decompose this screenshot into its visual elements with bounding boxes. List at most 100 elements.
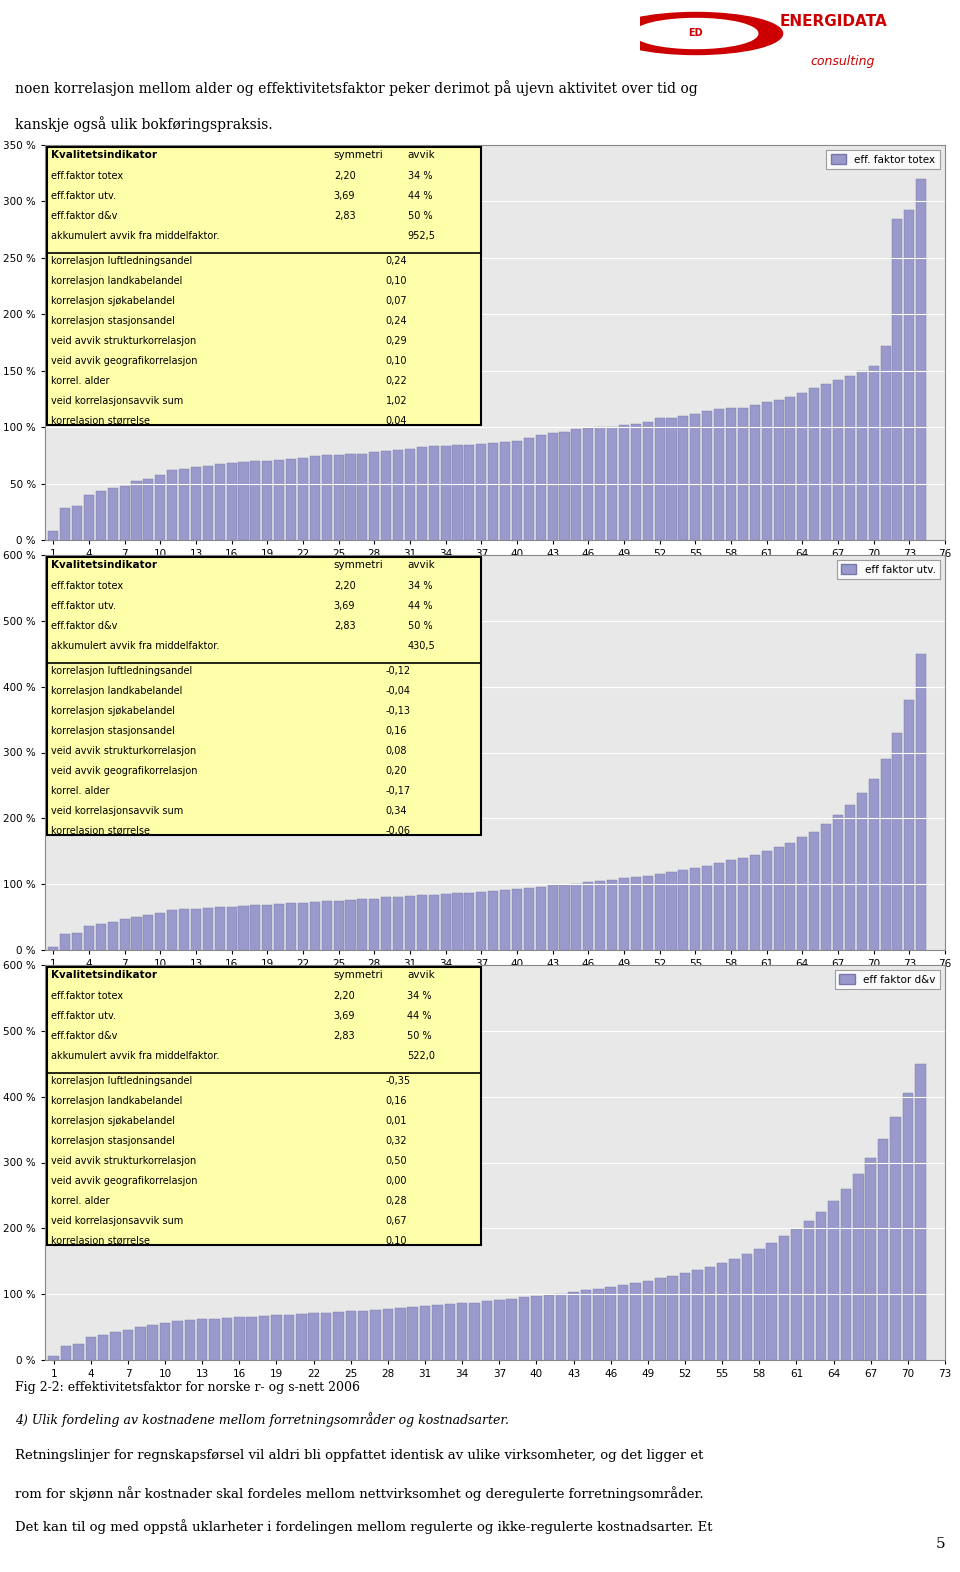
Bar bbox=[298, 457, 308, 541]
Text: veid korrelasjonsavvik sum: veid korrelasjonsavvik sum bbox=[51, 396, 183, 406]
Bar bbox=[135, 1327, 146, 1360]
Bar bbox=[259, 1316, 270, 1360]
Bar bbox=[500, 442, 510, 541]
Bar bbox=[869, 778, 878, 949]
Bar bbox=[543, 1295, 554, 1360]
Bar bbox=[132, 916, 141, 949]
Bar bbox=[833, 380, 843, 541]
Bar bbox=[821, 824, 831, 949]
Bar bbox=[465, 893, 474, 949]
Text: avvik: avvik bbox=[407, 970, 435, 979]
Bar bbox=[73, 1344, 84, 1360]
Text: eff.faktor d&v: eff.faktor d&v bbox=[51, 211, 117, 220]
Text: Det kan til og med oppstå uklarheter i fordelingen mellom regulerte og ikke-regu: Det kan til og med oppstå uklarheter i f… bbox=[15, 1519, 712, 1534]
Bar bbox=[904, 700, 914, 949]
Bar bbox=[203, 909, 213, 949]
Bar bbox=[60, 508, 70, 541]
Bar bbox=[108, 487, 118, 541]
Text: eff.faktor d&v: eff.faktor d&v bbox=[51, 1031, 117, 1041]
Bar bbox=[247, 1316, 257, 1360]
Bar bbox=[444, 1305, 455, 1360]
Bar bbox=[714, 863, 724, 949]
Bar bbox=[441, 446, 450, 541]
Bar bbox=[915, 1064, 925, 1360]
Text: kanskje også ulik bokføringspraksis.: kanskje også ulik bokføringspraksis. bbox=[15, 116, 273, 132]
Bar bbox=[500, 890, 510, 949]
Bar bbox=[227, 907, 237, 949]
Bar bbox=[222, 1317, 232, 1360]
Bar bbox=[238, 462, 249, 541]
Bar bbox=[904, 211, 914, 541]
Bar bbox=[518, 1297, 529, 1360]
Text: 3,69: 3,69 bbox=[333, 1011, 355, 1020]
Bar bbox=[774, 399, 783, 541]
Text: 34 %: 34 % bbox=[408, 580, 432, 591]
Bar bbox=[371, 1309, 381, 1360]
Bar bbox=[272, 1316, 282, 1360]
Bar bbox=[556, 1294, 566, 1360]
Bar bbox=[489, 443, 498, 541]
Text: 0,32: 0,32 bbox=[386, 1137, 407, 1146]
Bar bbox=[72, 506, 83, 541]
Bar bbox=[512, 890, 522, 949]
Bar bbox=[730, 1259, 740, 1360]
Bar bbox=[156, 475, 165, 541]
Bar bbox=[452, 893, 463, 949]
Bar bbox=[738, 409, 748, 541]
Text: 0,00: 0,00 bbox=[386, 1176, 407, 1185]
Bar bbox=[714, 409, 724, 541]
Text: 0,10: 0,10 bbox=[386, 1236, 407, 1245]
Bar bbox=[441, 894, 450, 949]
Bar bbox=[322, 456, 332, 541]
Bar bbox=[809, 832, 819, 949]
Bar bbox=[536, 435, 546, 541]
Bar bbox=[429, 446, 439, 541]
Bar bbox=[395, 1308, 405, 1360]
Bar bbox=[346, 454, 355, 541]
FancyBboxPatch shape bbox=[47, 556, 481, 835]
Bar bbox=[785, 396, 796, 541]
Text: 2,83: 2,83 bbox=[334, 211, 355, 220]
Bar bbox=[821, 384, 831, 541]
Bar bbox=[167, 470, 178, 541]
Text: veid avvik geografikorrelasjon: veid avvik geografikorrelasjon bbox=[51, 1176, 198, 1185]
Bar bbox=[568, 1292, 579, 1360]
Bar bbox=[726, 860, 736, 949]
Bar bbox=[275, 461, 284, 541]
Text: 0,29: 0,29 bbox=[386, 336, 407, 346]
FancyBboxPatch shape bbox=[47, 146, 481, 426]
Bar bbox=[333, 1313, 344, 1360]
Bar bbox=[584, 882, 593, 949]
Bar bbox=[856, 794, 867, 949]
Bar bbox=[234, 1317, 245, 1360]
Text: 952,5: 952,5 bbox=[408, 231, 436, 241]
Text: 430,5: 430,5 bbox=[408, 640, 435, 651]
Bar bbox=[618, 1284, 629, 1360]
Bar bbox=[167, 910, 178, 949]
Bar bbox=[679, 417, 688, 541]
Bar bbox=[184, 1320, 195, 1360]
Bar bbox=[209, 1319, 220, 1360]
Bar bbox=[560, 432, 569, 541]
Text: veid avvik geografikorrelasjon: veid avvik geografikorrelasjon bbox=[51, 355, 198, 366]
Bar bbox=[717, 1262, 728, 1360]
Text: 0,20: 0,20 bbox=[386, 766, 407, 777]
Text: korrelasjon størrelse: korrelasjon størrelse bbox=[51, 825, 150, 835]
Bar bbox=[512, 440, 522, 541]
Text: -0,12: -0,12 bbox=[386, 667, 411, 676]
Bar bbox=[584, 428, 593, 541]
Text: korrelasjon sjøkabelandel: korrelasjon sjøkabelandel bbox=[51, 296, 175, 307]
Bar bbox=[833, 814, 843, 949]
Bar bbox=[357, 899, 368, 949]
Text: korrelasjon luftledningsandel: korrelasjon luftledningsandel bbox=[51, 667, 192, 676]
Text: veid avvik strukturkorrelasjon: veid avvik strukturkorrelasjon bbox=[51, 747, 196, 756]
Text: ED: ED bbox=[688, 28, 703, 38]
Text: 0,01: 0,01 bbox=[386, 1116, 407, 1126]
Bar bbox=[845, 805, 855, 949]
Bar bbox=[381, 898, 392, 949]
Bar bbox=[321, 1313, 331, 1360]
Text: 2,20: 2,20 bbox=[333, 990, 355, 1001]
Text: korrelasjon landkabelandel: korrelasjon landkabelandel bbox=[51, 277, 182, 286]
Text: 0,24: 0,24 bbox=[386, 256, 407, 266]
Bar bbox=[631, 877, 641, 949]
